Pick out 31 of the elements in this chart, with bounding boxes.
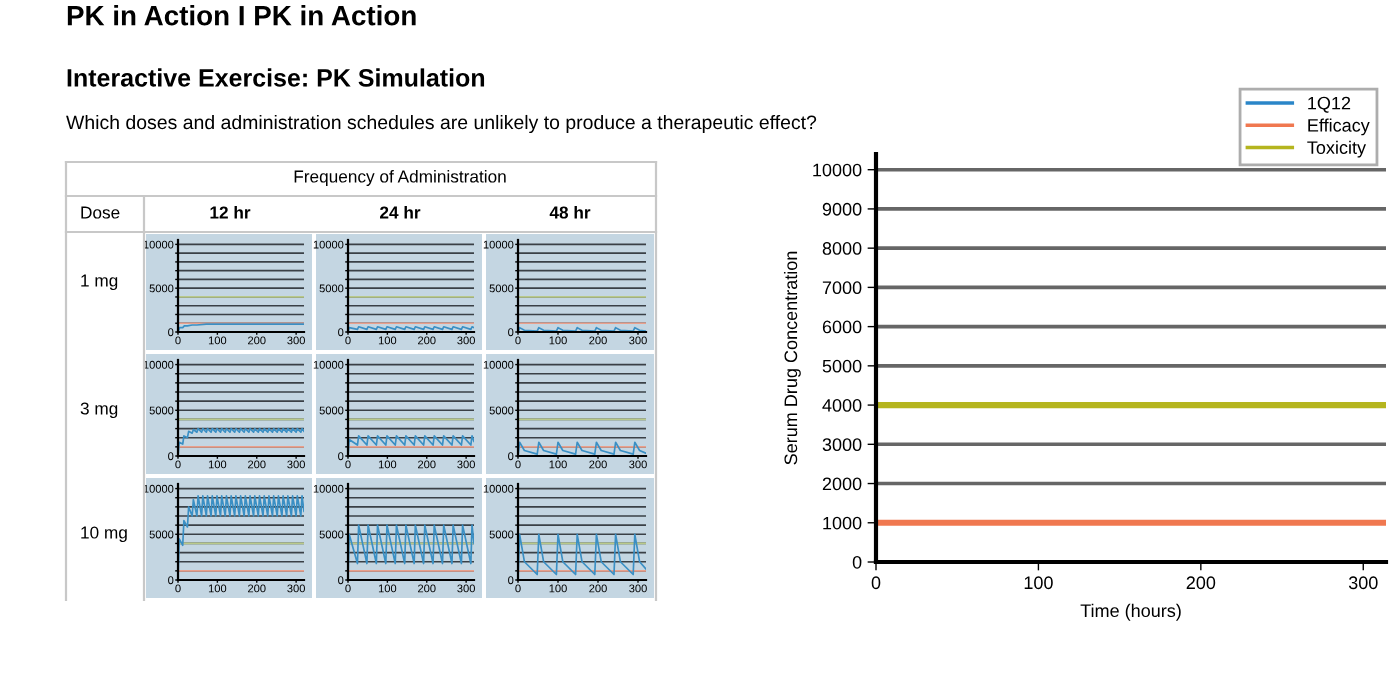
text: Interactive Exercise: PK Simulation bbox=[67, 68, 485, 87]
y-tick-label: 0 bbox=[852, 555, 862, 569]
x-tick-label: 200 bbox=[1186, 576, 1216, 590]
text: Which doses and administration schedules are unlikely to produce a therapeutic effect? bbox=[66, 114, 817, 134]
y-tick-label: 7000 bbox=[822, 281, 862, 295]
legend-label: 1Q12 bbox=[1308, 96, 1351, 113]
legend-label: Efficacy bbox=[1308, 118, 1370, 136]
y-tick-label: 4000 bbox=[822, 399, 862, 412]
text: 1 mg bbox=[81, 274, 118, 291]
y-tick-label: 5000 bbox=[822, 359, 862, 373]
text: 48 hr bbox=[549, 205, 591, 219]
x-tick-label: 300 bbox=[1348, 576, 1378, 590]
y-axis-title: Serum Drug Concentration bbox=[783, 251, 801, 465]
text: Frequency of Administration bbox=[294, 169, 506, 187]
y-tick-label: 1000 bbox=[823, 516, 862, 530]
text: 3 mg bbox=[80, 402, 118, 419]
legend-label: Toxicity bbox=[1307, 140, 1367, 158]
x-axis-title: Time (hours) bbox=[1080, 603, 1181, 621]
y-tick-label: 9000 bbox=[822, 202, 862, 216]
y-tick-label: 6000 bbox=[822, 320, 862, 334]
text: 12 hr bbox=[210, 205, 251, 219]
text: 24 hr bbox=[380, 205, 421, 219]
y-tick-label: 2000 bbox=[822, 477, 862, 491]
text: PK in Action I PK in Action bbox=[67, 5, 416, 26]
text: Dose bbox=[81, 206, 120, 219]
x-tick-label: 100 bbox=[1024, 576, 1053, 590]
x-tick-label: 0 bbox=[871, 576, 881, 590]
y-tick-label: 10000 bbox=[813, 163, 862, 177]
y-tick-label: 8000 bbox=[822, 242, 862, 255]
y-tick-label: 3000 bbox=[822, 438, 862, 452]
text: 10 mg bbox=[81, 526, 127, 543]
